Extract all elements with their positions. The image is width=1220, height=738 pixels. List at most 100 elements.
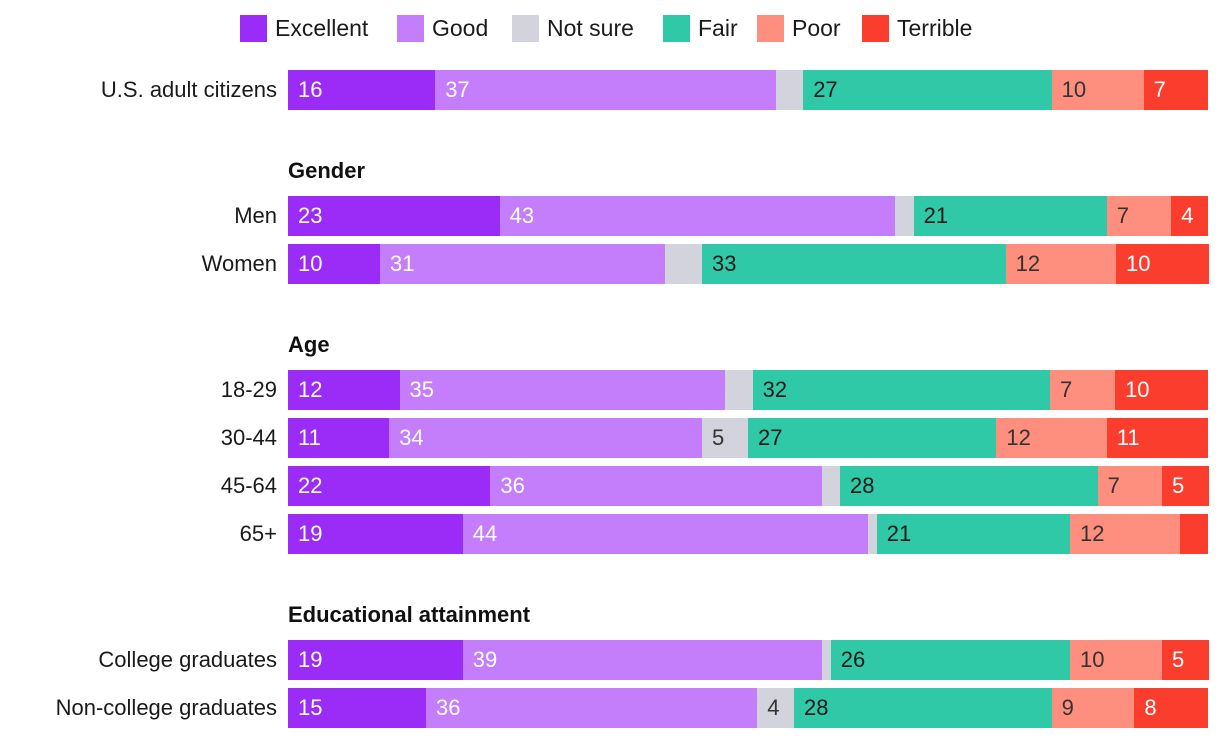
- data-label-excellent: 10: [298, 251, 323, 276]
- data-label-excellent: 19: [298, 647, 323, 672]
- row-label-women: Women: [201, 251, 277, 276]
- bar-segment-fair: [876, 514, 1071, 554]
- bar-segment-poor: [996, 418, 1108, 458]
- bar-segment-excellent: [288, 466, 491, 506]
- bar-segment-excellent: [288, 70, 436, 110]
- bar-segment-not-sure: [821, 640, 832, 680]
- bar-segment-good: [499, 196, 896, 236]
- data-label-poor: 12: [1006, 425, 1031, 450]
- bar-segment-poor: [1097, 466, 1163, 506]
- legend-label: Terrible: [897, 14, 973, 41]
- bar-segment-not-sure: [757, 688, 795, 728]
- bar-18-29: 12 35 32 7 10: [288, 370, 1209, 410]
- data-label-terrible: 4: [1181, 203, 1194, 228]
- data-label-excellent: 16: [298, 77, 323, 102]
- data-label-excellent: 15: [298, 695, 323, 720]
- bar-segment-not-sure: [702, 418, 749, 458]
- bar-65: 19 44 21 12: [288, 514, 1209, 554]
- data-label-poor: 9: [1061, 695, 1074, 720]
- group-heading-educational-attainment: Educational attainment: [288, 602, 531, 627]
- bar-segment-poor: [1106, 196, 1172, 236]
- data-label-not-sure: 5: [712, 425, 725, 450]
- bar-segment-good: [462, 640, 823, 680]
- bar-30-44: 11 34 5 27 12 11: [288, 418, 1209, 458]
- bar-segment-terrible: [1134, 688, 1209, 728]
- bar-45-64: 22 36 28 7 5: [288, 466, 1209, 506]
- data-label-excellent: 11: [298, 425, 321, 450]
- legend-item-good: Good: [397, 12, 488, 44]
- bar-segment-terrible: [1106, 418, 1209, 458]
- bar-segment-excellent: [288, 244, 381, 284]
- bar-segment-terrible: [1116, 244, 1209, 284]
- data-label-fair: 28: [804, 695, 829, 720]
- bar-segment-fair: [748, 418, 997, 458]
- bar-segment-good: [462, 514, 869, 554]
- bar-segment-fair: [830, 640, 1071, 680]
- data-label-poor: 12: [1015, 251, 1041, 276]
- bar-segment-terrible: [1171, 196, 1209, 236]
- legend-item-fair: Fair: [663, 12, 738, 44]
- legend-swatch-terrible: [862, 14, 889, 42]
- row-label-non-college-graduates: Non-college graduates: [55, 695, 277, 720]
- data-label-not-sure: 4: [767, 695, 780, 720]
- chart-legend: Excellent Good Not sure Fair Poor Terrible: [0, 12, 1220, 44]
- legend-swatch-not-sure: [512, 14, 539, 42]
- data-label-fair: 28: [850, 473, 875, 498]
- data-label-terrible: 5: [1172, 647, 1185, 672]
- data-label-good: 35: [409, 377, 434, 402]
- row-label-college-graduates: College graduates: [98, 647, 277, 672]
- bar-segment-not-sure: [867, 514, 878, 554]
- legend-item-not-sure: Not sure: [512, 12, 634, 44]
- bar-men: 23 43 21 7 4: [288, 196, 1209, 236]
- bar-segment-fair: [840, 466, 1099, 506]
- data-label-poor: 7: [1116, 203, 1130, 228]
- bar-segment-terrible: [1180, 514, 1209, 554]
- bar-segment-poor: [1070, 640, 1163, 680]
- data-label-good: 43: [509, 203, 535, 228]
- data-label-good: 34: [399, 425, 424, 450]
- data-label-terrible: 5: [1172, 473, 1185, 498]
- legend-label: Not sure: [547, 14, 634, 41]
- bar-segment-fair: [794, 688, 1053, 728]
- bar-u-s-adult-citizens: 16 37 27 10 7: [288, 70, 1209, 110]
- bar-segment-excellent: [288, 688, 427, 728]
- data-label-terrible: 10: [1125, 377, 1150, 402]
- bar-segment-poor: [1051, 688, 1135, 728]
- bar-segment-not-sure: [895, 196, 915, 236]
- bar-non-college-graduates: 15 36 4 28 9 8: [288, 688, 1209, 728]
- bar-segment-good: [426, 688, 758, 728]
- data-label-fair: 21: [923, 203, 949, 228]
- data-label-good: 39: [472, 647, 498, 672]
- bar-segment-good: [399, 370, 726, 410]
- bar-segment-good: [380, 244, 666, 284]
- data-label-poor: 12: [1080, 521, 1105, 546]
- data-label-terrible: 10: [1126, 251, 1151, 276]
- data-label-poor: 7: [1107, 473, 1120, 498]
- bar-segment-poor: [1051, 70, 1145, 110]
- bar-segment-not-sure: [724, 370, 754, 410]
- bar-segment-excellent: [288, 418, 390, 458]
- data-label-terrible: 8: [1144, 695, 1157, 720]
- bar-segment-poor: [1050, 370, 1116, 410]
- bar-segment-excellent: [288, 370, 401, 410]
- bar-segment-excellent: [288, 196, 501, 236]
- data-label-terrible: 11: [1116, 425, 1140, 450]
- data-label-excellent: 22: [298, 473, 323, 498]
- bar-segment-terrible: [1162, 640, 1209, 680]
- bar-segment-good: [435, 70, 777, 110]
- bar-women: 10 31 33 12 10: [288, 244, 1209, 284]
- legend-swatch-poor: [757, 14, 784, 42]
- data-label-good: 36: [500, 473, 525, 498]
- bar-segment-fair: [803, 70, 1053, 110]
- data-label-poor: 10: [1080, 647, 1105, 672]
- bar-segment-excellent: [288, 514, 464, 554]
- bar-segment-not-sure: [665, 244, 703, 284]
- data-label-excellent: 19: [298, 521, 323, 546]
- bar-segment-not-sure: [821, 466, 841, 506]
- bar-segment-terrible: [1162, 466, 1209, 506]
- legend-swatch-excellent: [240, 14, 267, 42]
- data-label-fair: 32: [762, 377, 788, 402]
- row-label-u-s-adult-citizens: U.S. adult citizens: [100, 77, 277, 102]
- data-label-good: 36: [436, 695, 461, 720]
